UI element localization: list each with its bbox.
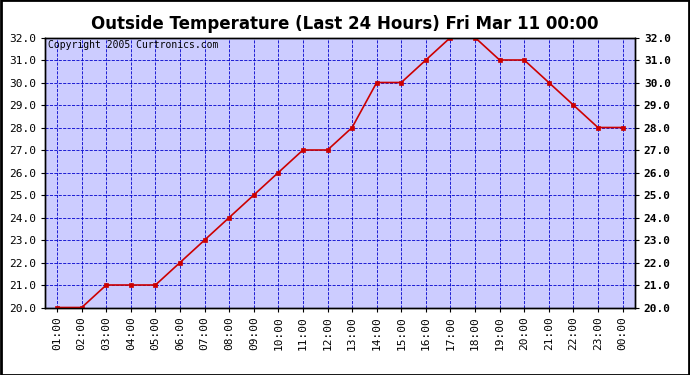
Text: Outside Temperature (Last 24 Hours) Fri Mar 11 00:00: Outside Temperature (Last 24 Hours) Fri … (91, 15, 599, 33)
Text: Copyright 2005 Curtronics.com: Copyright 2005 Curtronics.com (48, 40, 218, 50)
